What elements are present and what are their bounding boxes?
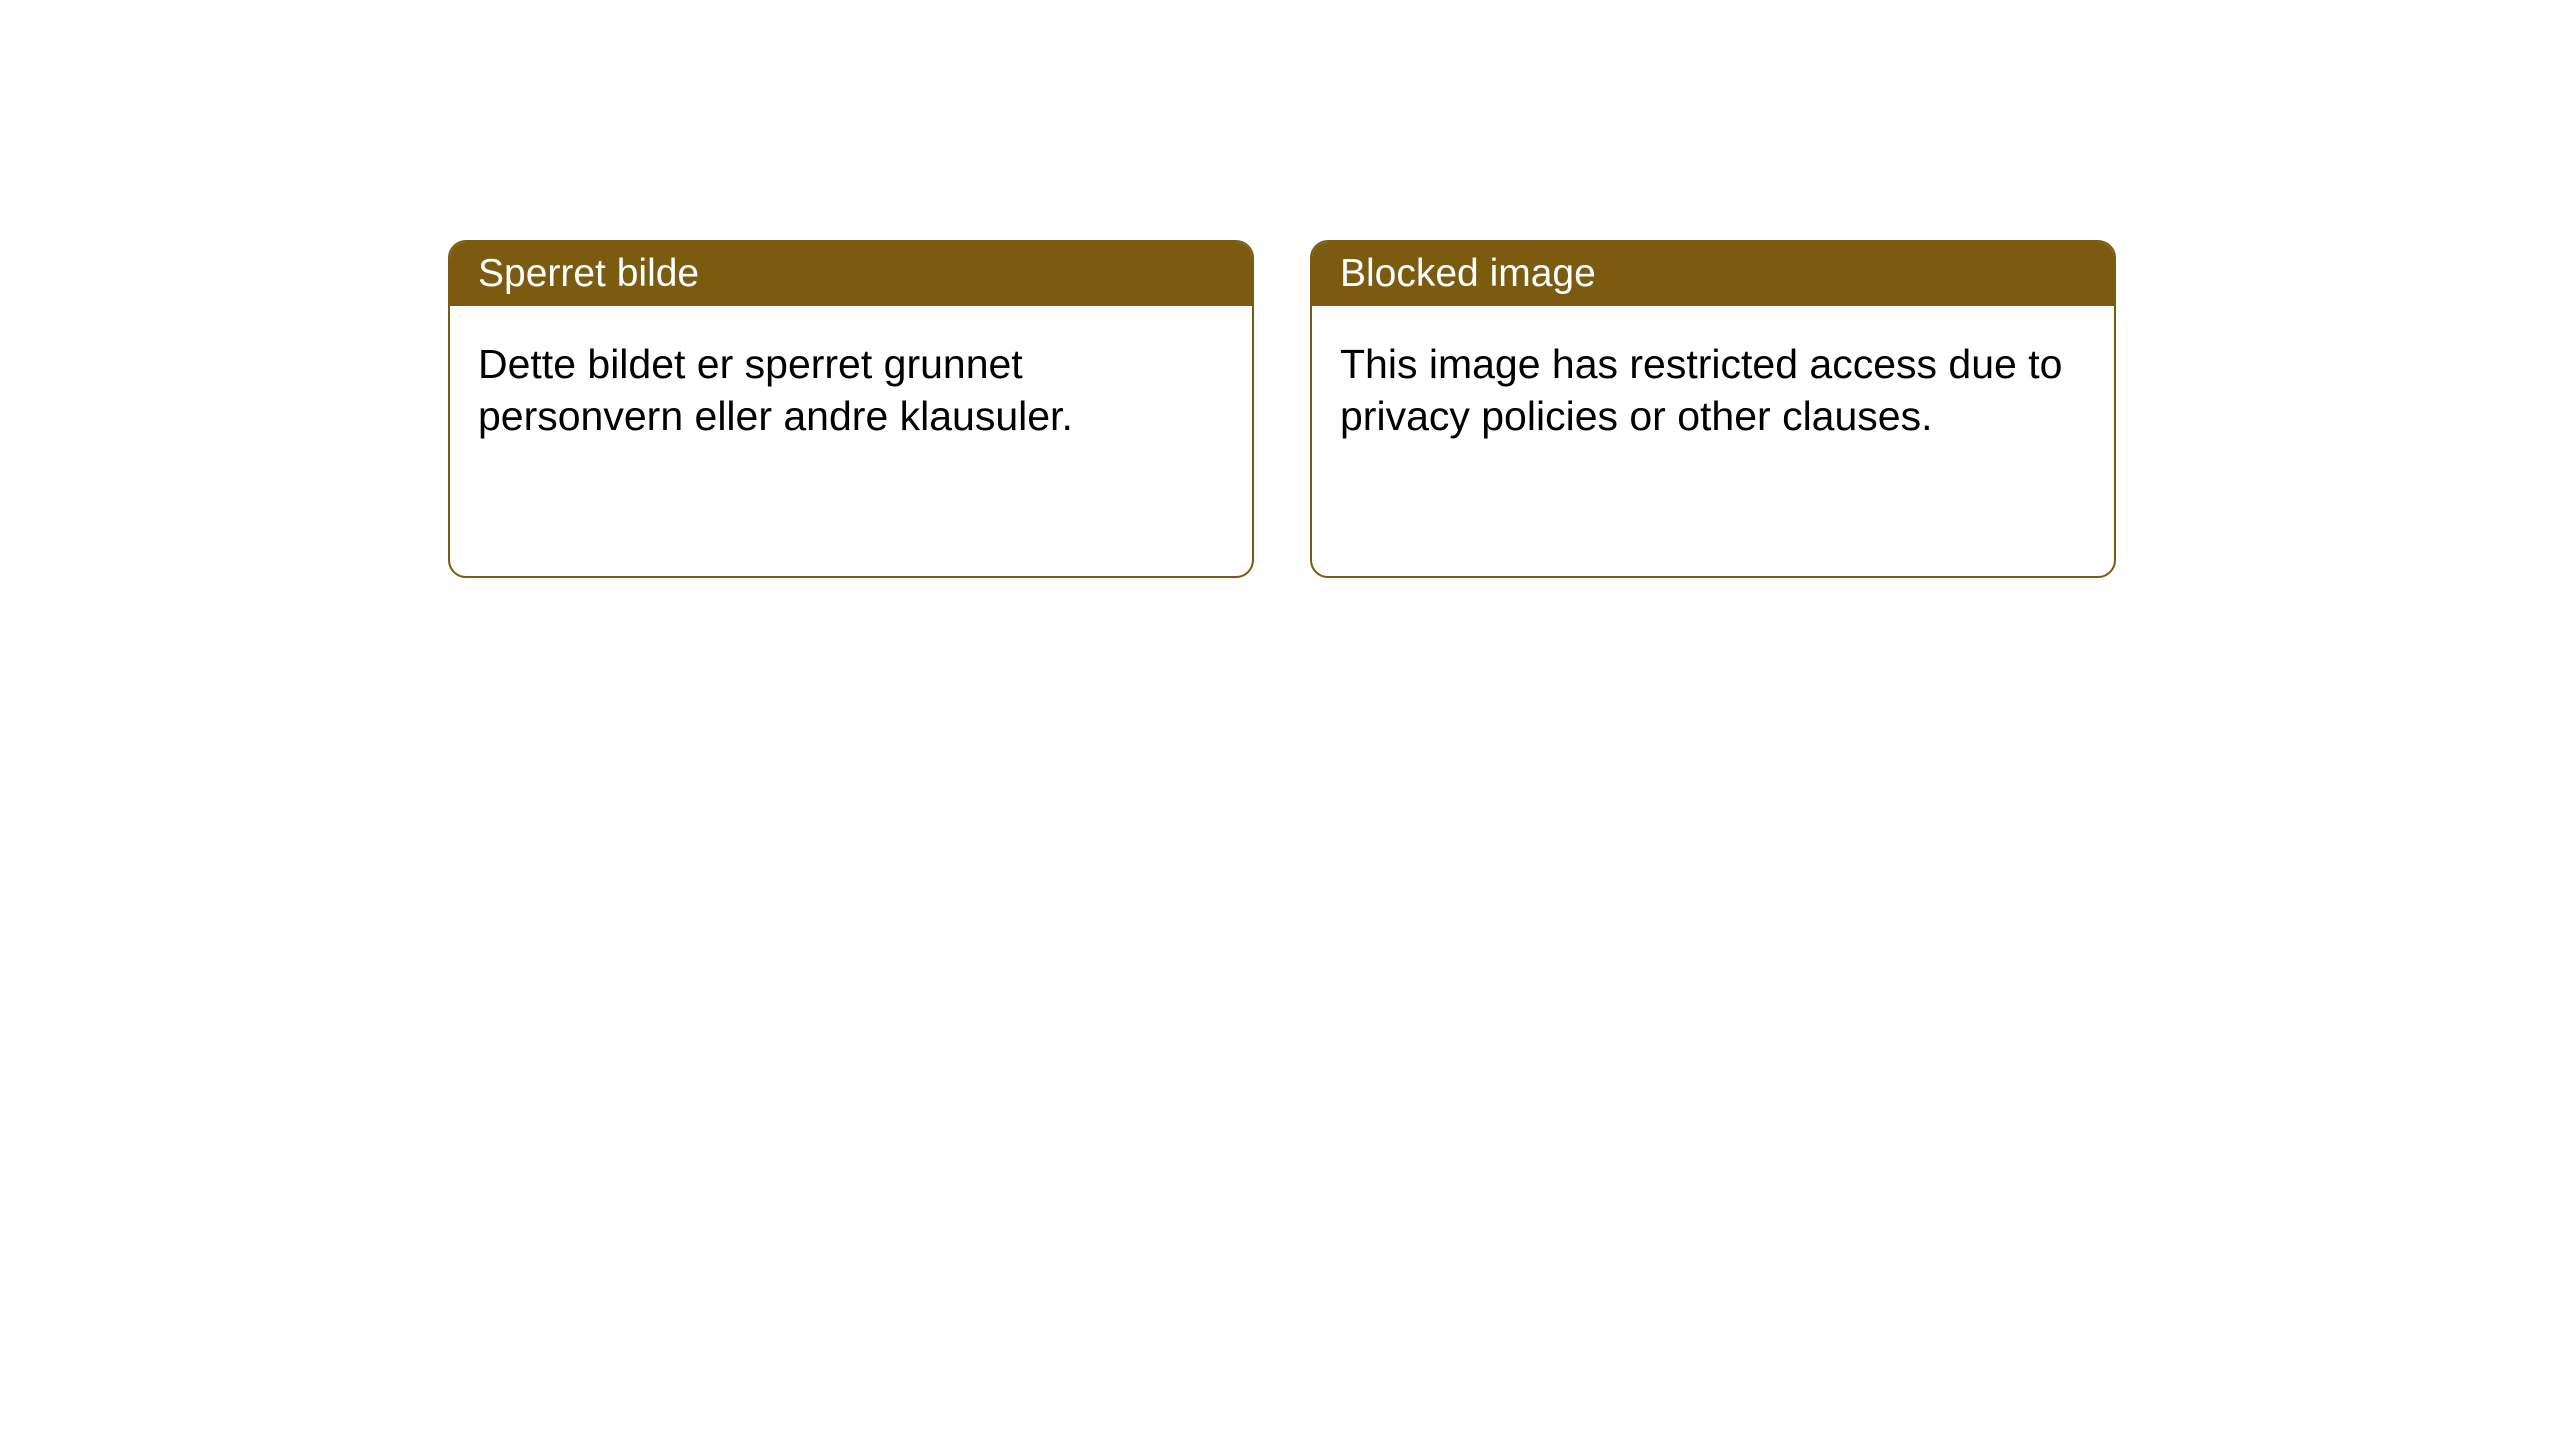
card-header-en: Blocked image	[1312, 242, 2114, 306]
blocked-image-card-en: Blocked image This image has restricted …	[1310, 240, 2116, 578]
card-body-en: This image has restricted access due to …	[1312, 306, 2114, 576]
card-body-no: Dette bildet er sperret grunnet personve…	[450, 306, 1252, 576]
cards-container: Sperret bilde Dette bildet er sperret gr…	[0, 0, 2560, 578]
blocked-image-card-no: Sperret bilde Dette bildet er sperret gr…	[448, 240, 1254, 578]
card-header-no: Sperret bilde	[450, 242, 1252, 306]
